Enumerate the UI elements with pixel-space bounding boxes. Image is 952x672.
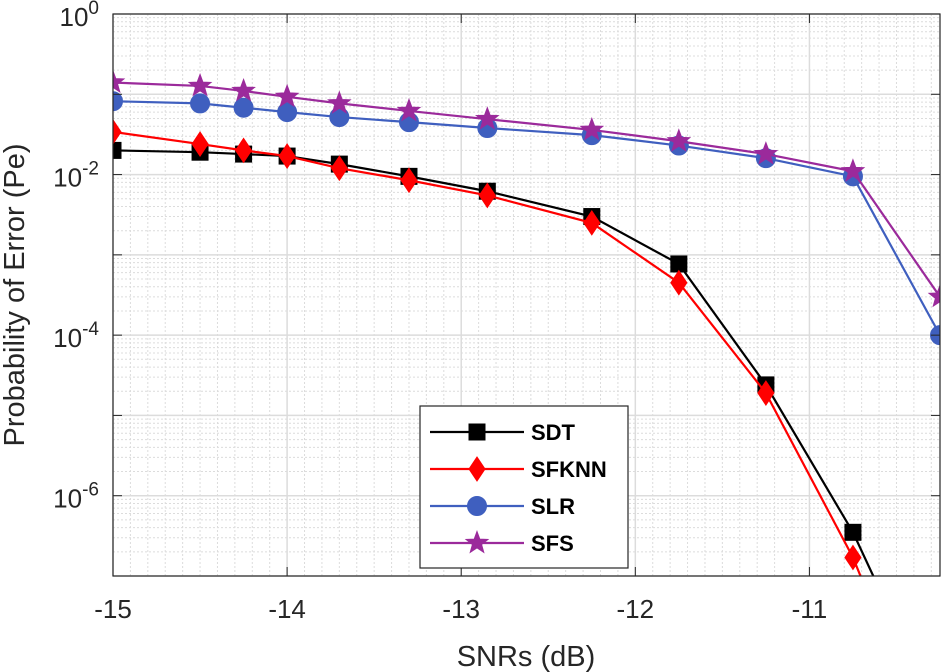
- data-point-sfknn: [844, 544, 862, 571]
- data-point-slr: [233, 97, 254, 118]
- x-tick-label: -13: [442, 594, 480, 624]
- data-point-slr: [277, 102, 298, 123]
- legend: SDT SFKNN SLR SFS: [419, 405, 629, 569]
- data-point-sfs: [187, 73, 213, 97]
- data-point-sfs: [231, 78, 256, 102]
- series-sfs: [113, 69, 940, 308]
- data-point-sfknn: [400, 167, 418, 194]
- data-point-sfknn: [478, 182, 496, 209]
- data-point-sfknn: [757, 380, 775, 406]
- legend-marker-sfs: [464, 530, 490, 554]
- x-tick-label: -12: [617, 594, 655, 624]
- data-point-sfknn: [278, 143, 296, 169]
- data-point-sdt: [670, 255, 688, 273]
- legend-label-slr: SLR: [531, 494, 575, 519]
- data-point-sfs: [274, 83, 300, 108]
- series-layer: [113, 69, 940, 576]
- data-point-sfknn: [330, 155, 348, 182]
- data-point-sfknn: [234, 137, 253, 164]
- data-point-sfs: [113, 69, 126, 94]
- legend-marker-slr: [467, 496, 487, 516]
- ticks: [112, 13, 940, 577]
- data-point-sfs: [840, 158, 866, 182]
- legend-label-sdt: SDT: [531, 420, 576, 445]
- data-point-sdt: [844, 523, 862, 541]
- data-point-slr: [329, 107, 350, 128]
- data-point-sfs: [396, 98, 422, 122]
- data-point-sfs: [475, 106, 500, 130]
- x-tick-label: -15: [94, 594, 132, 624]
- data-point-slr: [113, 91, 123, 112]
- y-tick-label: 10-2: [53, 159, 99, 193]
- x-tick-label: -11: [792, 594, 828, 624]
- data-point-sfs: [666, 128, 692, 152]
- data-point-slr: [190, 93, 211, 114]
- y-tick-label: 10-4: [53, 319, 99, 353]
- plot-frame: [112, 13, 941, 577]
- tick-labels: -15 -14 -13 -12 -11 100 10-2 10-4 10-6: [53, 0, 827, 624]
- data-point-sfs: [927, 283, 940, 308]
- data-point-sfs: [579, 116, 605, 141]
- legend-label-sfs: SFS: [531, 531, 574, 556]
- data-point-sfs: [327, 90, 352, 114]
- y-tick-label: 10-6: [53, 480, 99, 514]
- data-point-sfknn: [191, 131, 209, 157]
- legend-marker-sdt: [468, 423, 486, 441]
- data-point-sfknn: [113, 118, 122, 145]
- data-point-sdt: [113, 141, 122, 159]
- data-point-sfs: [753, 141, 779, 165]
- x-tick-label: -14: [268, 594, 306, 624]
- data-point-sfknn: [670, 269, 688, 296]
- series-sfknn: [113, 118, 862, 576]
- legend-label-sfknn: SFKNN: [531, 457, 607, 482]
- data-point-sfknn: [583, 210, 601, 236]
- y-tick-label: 100: [60, 0, 100, 32]
- legend-marker-sfknn: [468, 456, 486, 482]
- x-axis-label: SNRs (dB): [457, 641, 596, 672]
- y-axis-label: Probability of Error (Pe): [0, 144, 31, 447]
